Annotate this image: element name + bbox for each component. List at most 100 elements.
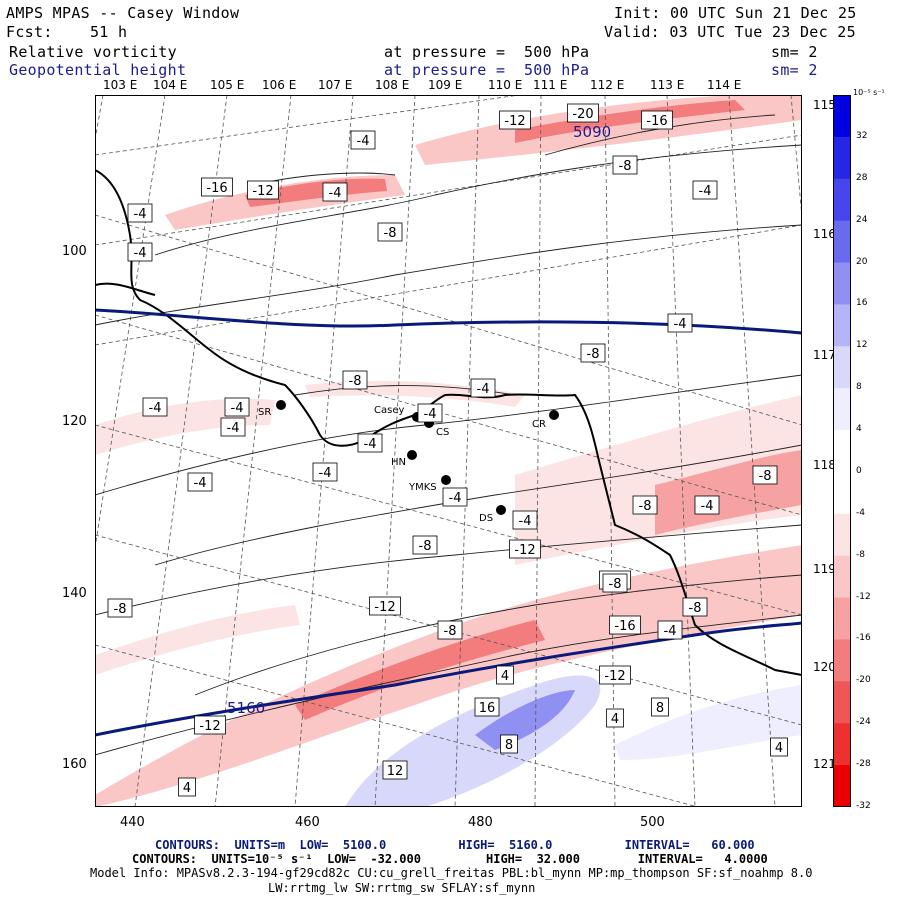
station-dot-hn[interactable] [407,450,417,460]
longitude-label-top: 109 E [428,78,463,92]
longitude-label-top: 112 E [590,78,625,92]
map-panel: 5090 5160 SR Casey CS CR HN YMKS DS -20 -… [95,95,802,807]
svg-text:-12: -12 [374,600,395,615]
colorbar-swatch [833,555,851,599]
svg-text:16: 16 [479,701,496,716]
positive-vorticity-area-east [615,685,802,760]
svg-text:8: 8 [656,701,664,716]
colorbar-tick-label: -20 [856,675,871,686]
svg-text:4: 4 [501,669,509,684]
longitude-label-top: 105 E [210,78,245,92]
svg-text:-12: -12 [252,184,273,199]
field2-name: Geopotential height [9,61,187,79]
vorticity-label: -8 [632,495,658,515]
colorbar-tick-label: 24 [856,214,868,225]
colorbar-tick-label: 0 [856,465,862,476]
colorbar-swatch [833,220,851,264]
colorbar-swatch [833,513,851,557]
colorbar-swatch [833,262,851,305]
station-dot-ds[interactable] [496,505,506,515]
station-label-cr: CR [532,419,546,430]
init-time: Init: 00 UTC Sun 21 Dec 25 [614,4,857,22]
vorticity-label: -4 [512,510,538,530]
vorticity-label: -8 [682,597,708,617]
station-dot-ymks[interactable] [441,475,451,485]
vorticity-label: -12 [369,596,401,616]
x-axis-label: 480 [468,815,493,830]
y-axis-label: 160 [62,757,87,772]
longitude-label-top: 106 E [262,78,297,92]
footer-height-contours: CONTOURS: UNITS=m LOW= 5100.0 HIGH= 5160… [155,838,755,852]
positive-vorticity-core [475,690,575,750]
colorbar-swatch [833,639,851,682]
svg-text:-8: -8 [639,499,652,514]
longitude-label-top: 110 E [488,78,523,92]
svg-text:-4: -4 [674,317,687,332]
svg-text:-4: -4 [319,466,332,481]
vorticity-label: -12 [499,110,531,130]
footer-vorticity-contours: CONTOURS: UNITS=10⁻⁵ s⁻¹ LOW= -32.000 HI… [132,852,768,866]
svg-text:-4: -4 [357,134,370,149]
vorticity-label: 4 [770,737,788,757]
station-label-sr: SR [258,407,271,418]
vorticity-label: -4 [657,620,683,640]
vorticity-label: -8 [107,598,133,618]
svg-text:-12: -12 [514,543,535,558]
station-label-cs: CS [436,427,449,438]
x-axis-label: 460 [295,815,320,830]
vorticity-label: -8 [377,222,403,242]
footer-physics-info: LW:rrtmg_lw SW:rrtmg_sw SFLAY:sf_mynn [268,881,536,895]
y-axis-label: 120 [62,414,87,429]
vorticity-label: -4 [442,487,468,507]
station-dot-sr[interactable] [276,400,286,410]
x-axis-label: 440 [120,815,145,830]
y-axis-label: 100 [62,244,87,259]
colorbar-swatch [833,471,851,515]
colorbar-tick-label: 16 [856,298,868,309]
vorticity-band-northwest-core [245,178,387,207]
vorticity-label: -4 [142,397,168,417]
vorticity-label: 16 [474,697,500,717]
vorticity-label: 8 [651,697,669,717]
station-dot-cr[interactable] [549,410,559,420]
vorticity-label: -12 [194,715,226,735]
svg-text:8: 8 [505,738,513,753]
svg-text:-8: -8 [619,159,632,174]
height-label-north: 5090 [573,123,611,141]
height-contour-south [95,621,802,737]
svg-text:-4: -4 [134,207,147,222]
svg-text:-4: -4 [231,401,244,416]
svg-text:-8: -8 [689,601,702,616]
svg-text:-4: -4 [424,407,437,422]
station-label-ds: DS [479,513,493,524]
svg-text:-8: -8 [419,539,432,554]
svg-text:-4: -4 [449,491,462,506]
svg-text:12: 12 [387,764,404,779]
vorticity-label: -4 [417,403,443,423]
colorbar-tick-label: -8 [856,549,865,560]
svg-text:-4: -4 [329,186,342,201]
vorticity-band-south-core [295,620,545,720]
svg-text:-12: -12 [199,719,220,734]
svg-text:-4: -4 [149,401,162,416]
svg-text:-8: -8 [759,469,772,484]
svg-text:-8: -8 [587,347,600,362]
vorticity-label: -12 [599,665,631,685]
height-label-south: 5160 [227,699,265,717]
vorticity-label: -4 [667,313,693,333]
field2-smoothing: sm= 2 [771,61,818,79]
colorbar-tick-label: -4 [856,507,865,518]
colorbar-swatch [833,178,851,222]
vorticity-label: -4 [357,433,383,453]
colorbar-swatch [833,597,851,640]
svg-text:-4: -4 [227,421,240,436]
vorticity-label: -4 [220,417,246,437]
vorticity-label: 8 [500,734,518,754]
station-label-hn: HN [391,457,406,468]
vorticity-label: -4 [350,130,376,150]
vorticity-label: -4 [694,495,720,515]
coastline-west [95,282,156,296]
vorticity-label: -8 [752,465,778,485]
svg-text:-8: -8 [114,602,127,617]
colorbar-tick-label: 8 [856,382,862,393]
